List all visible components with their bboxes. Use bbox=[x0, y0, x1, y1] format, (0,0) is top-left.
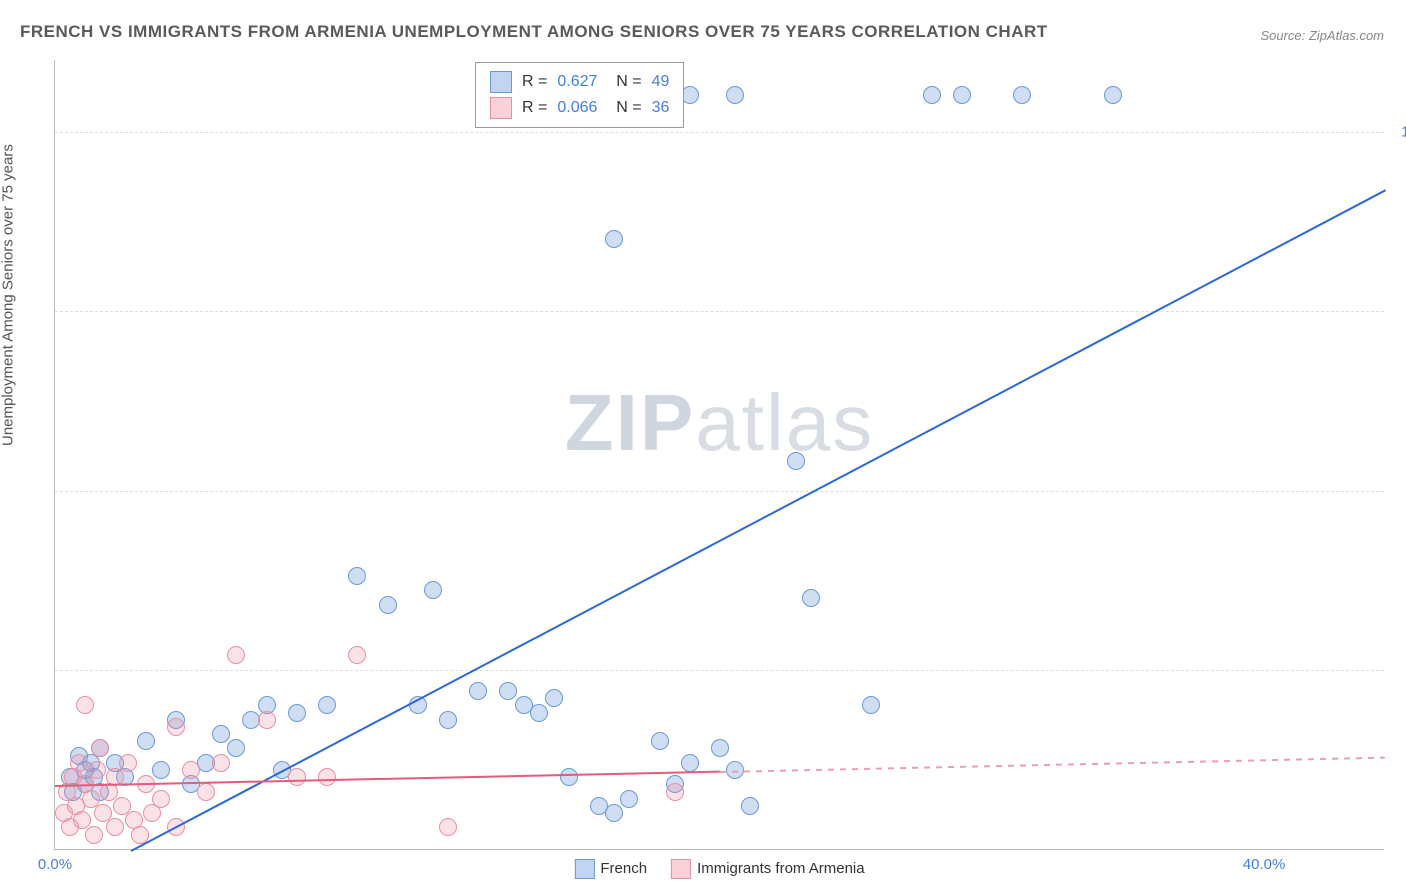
data-point-french bbox=[1104, 86, 1122, 104]
data-point-french bbox=[152, 761, 170, 779]
legend-item-french: French bbox=[574, 859, 647, 879]
data-point-french bbox=[212, 725, 230, 743]
swatch-french bbox=[490, 71, 512, 93]
data-point-armenia bbox=[212, 754, 230, 772]
data-point-armenia bbox=[106, 818, 124, 836]
trendline-armenia-extrapolated bbox=[720, 757, 1385, 773]
data-point-french bbox=[605, 230, 623, 248]
data-point-armenia bbox=[152, 790, 170, 808]
chart-title: FRENCH VS IMMIGRANTS FROM ARMENIA UNEMPL… bbox=[20, 22, 1048, 42]
legend-n-french: 49 bbox=[652, 73, 670, 91]
source-attribution: Source: ZipAtlas.com bbox=[1260, 28, 1384, 43]
watermark: ZIPatlas bbox=[565, 377, 874, 469]
data-point-armenia bbox=[288, 768, 306, 786]
legend-r-armenia: 0.066 bbox=[557, 99, 597, 117]
data-point-armenia bbox=[666, 783, 684, 801]
data-point-french bbox=[862, 696, 880, 714]
legend-r-french: 0.627 bbox=[557, 73, 597, 91]
data-point-french bbox=[348, 567, 366, 585]
y-tick-label: 100.0% bbox=[1392, 123, 1406, 140]
data-point-french bbox=[379, 596, 397, 614]
watermark-light: atlas bbox=[695, 378, 874, 467]
swatch-icon bbox=[671, 859, 691, 879]
data-point-french bbox=[530, 704, 548, 722]
data-point-french bbox=[923, 86, 941, 104]
plot-area: ZIPatlas R = 0.627 N = 49 R = 0.066 N = … bbox=[54, 60, 1384, 850]
data-point-armenia bbox=[258, 711, 276, 729]
trendline-french bbox=[130, 189, 1385, 851]
data-point-french bbox=[469, 682, 487, 700]
gridline bbox=[55, 132, 1384, 133]
legend-label-armenia: Immigrants from Armenia bbox=[697, 860, 865, 877]
legend-item-armenia: Immigrants from Armenia bbox=[671, 859, 865, 879]
gridline bbox=[55, 670, 1384, 671]
swatch-icon bbox=[574, 859, 594, 879]
data-point-french bbox=[711, 739, 729, 757]
legend-n-label: N = bbox=[607, 99, 641, 117]
data-point-french bbox=[560, 768, 578, 786]
data-point-french bbox=[439, 711, 457, 729]
gridline bbox=[55, 311, 1384, 312]
data-point-armenia bbox=[167, 718, 185, 736]
data-point-french bbox=[137, 732, 155, 750]
data-point-armenia bbox=[119, 754, 137, 772]
data-point-armenia bbox=[227, 646, 245, 664]
data-point-french bbox=[787, 452, 805, 470]
data-point-french bbox=[802, 589, 820, 607]
data-point-armenia bbox=[85, 826, 103, 844]
data-point-french bbox=[288, 704, 306, 722]
data-point-french bbox=[726, 86, 744, 104]
data-point-french bbox=[605, 804, 623, 822]
data-point-armenia bbox=[76, 696, 94, 714]
data-point-french bbox=[227, 739, 245, 757]
x-tick-label: 0.0% bbox=[38, 856, 72, 873]
correlation-legend: R = 0.627 N = 49 R = 0.066 N = 36 bbox=[475, 62, 684, 128]
legend-row-french: R = 0.627 N = 49 bbox=[490, 69, 669, 95]
data-point-armenia bbox=[348, 646, 366, 664]
data-point-french bbox=[1013, 86, 1031, 104]
legend-n-armenia: 36 bbox=[652, 99, 670, 117]
y-tick-label: 25.0% bbox=[1392, 662, 1406, 679]
legend-row-armenia: R = 0.066 N = 36 bbox=[490, 95, 669, 121]
legend-n-label: N = bbox=[607, 73, 641, 91]
x-tick-label: 40.0% bbox=[1243, 856, 1286, 873]
watermark-bold: ZIP bbox=[565, 378, 695, 467]
y-tick-label: 75.0% bbox=[1392, 303, 1406, 320]
data-point-armenia bbox=[91, 739, 109, 757]
legend-r-label: R = bbox=[522, 99, 547, 117]
data-point-french bbox=[953, 86, 971, 104]
data-point-armenia bbox=[182, 761, 200, 779]
y-axis-title: Unemployment Among Seniors over 75 years bbox=[0, 144, 17, 446]
y-tick-label: 50.0% bbox=[1392, 482, 1406, 499]
data-point-armenia bbox=[70, 754, 88, 772]
data-point-french bbox=[620, 790, 638, 808]
data-point-french bbox=[499, 682, 517, 700]
data-point-armenia bbox=[318, 768, 336, 786]
series-legend: French Immigrants from Armenia bbox=[574, 859, 864, 879]
data-point-armenia bbox=[88, 761, 106, 779]
swatch-armenia bbox=[490, 97, 512, 119]
data-point-french bbox=[651, 732, 669, 750]
gridline bbox=[55, 491, 1384, 492]
data-point-french bbox=[318, 696, 336, 714]
data-point-armenia bbox=[439, 818, 457, 836]
data-point-french bbox=[681, 754, 699, 772]
data-point-french bbox=[741, 797, 759, 815]
data-point-french bbox=[545, 689, 563, 707]
data-point-french bbox=[424, 581, 442, 599]
legend-r-label: R = bbox=[522, 73, 547, 91]
data-point-armenia bbox=[197, 783, 215, 801]
legend-label-french: French bbox=[600, 860, 647, 877]
